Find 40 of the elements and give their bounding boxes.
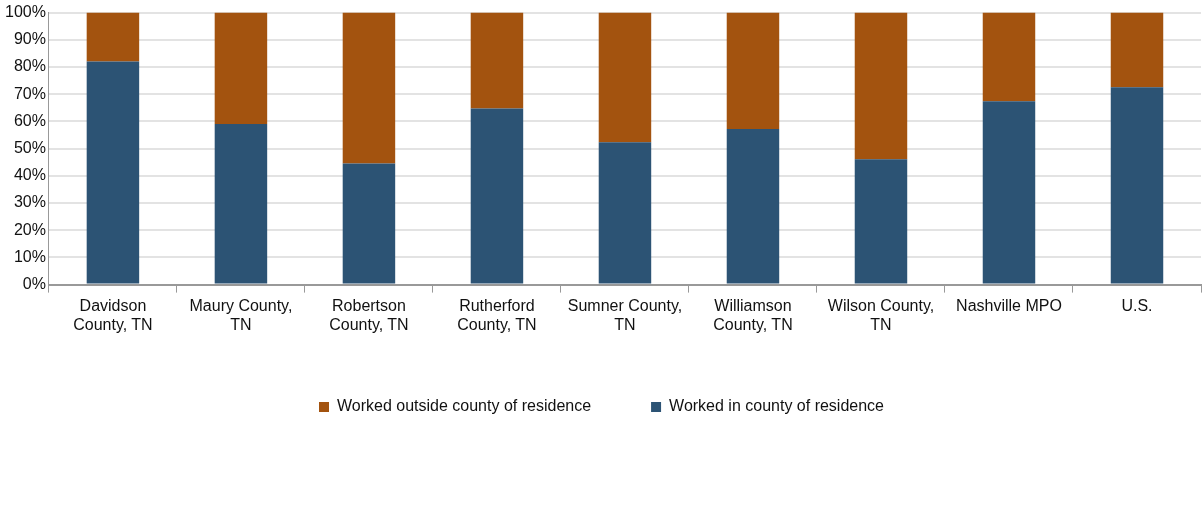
bar xyxy=(470,12,524,109)
x-tick-label: Williamson County, TN xyxy=(713,296,793,333)
y-tick-label: 70% xyxy=(13,84,46,102)
legend-label: Worked in county of residence xyxy=(669,397,885,415)
y-tick-label: 90% xyxy=(13,30,46,48)
bar xyxy=(982,12,1036,102)
bar xyxy=(86,61,140,284)
x-tick-label: Robertson County, TN xyxy=(329,296,409,333)
y-tick-label: 0% xyxy=(22,275,46,293)
bar xyxy=(982,101,1036,284)
y-tick-label: 30% xyxy=(13,193,46,211)
bar xyxy=(854,12,908,160)
bar xyxy=(342,163,396,284)
bar xyxy=(598,142,652,284)
y-tick-label: 40% xyxy=(13,166,46,184)
legend-label: Worked outside county of residence xyxy=(337,397,592,415)
y-tick-label: 20% xyxy=(13,220,46,238)
bar xyxy=(214,12,268,125)
y-tick-label: 60% xyxy=(13,111,46,129)
x-tick-label: Rutherford County, TN xyxy=(457,296,537,333)
bar xyxy=(1110,12,1164,88)
bar xyxy=(342,12,396,164)
x-tick-label: Wilson County, TN xyxy=(827,296,935,333)
bar xyxy=(726,12,780,130)
x-tick-label: Davidson County, TN xyxy=(73,296,153,333)
x-tick-label: Maury County, TN xyxy=(189,296,293,333)
bar xyxy=(726,129,780,284)
y-tick-label: 10% xyxy=(13,247,46,265)
bar xyxy=(1110,87,1164,284)
bar xyxy=(86,12,140,62)
x-tick-label: Nashville MPO xyxy=(956,296,1062,314)
bar xyxy=(214,124,268,284)
y-tick-label: 100% xyxy=(5,3,46,21)
bar xyxy=(598,12,652,143)
y-tick-label: 50% xyxy=(13,139,46,157)
x-tick-label: Sumner County, TN xyxy=(567,296,683,333)
bar xyxy=(854,159,908,284)
bar xyxy=(470,108,524,284)
x-tick-label: U.S. xyxy=(1121,296,1153,314)
y-tick-label: 80% xyxy=(13,57,46,75)
